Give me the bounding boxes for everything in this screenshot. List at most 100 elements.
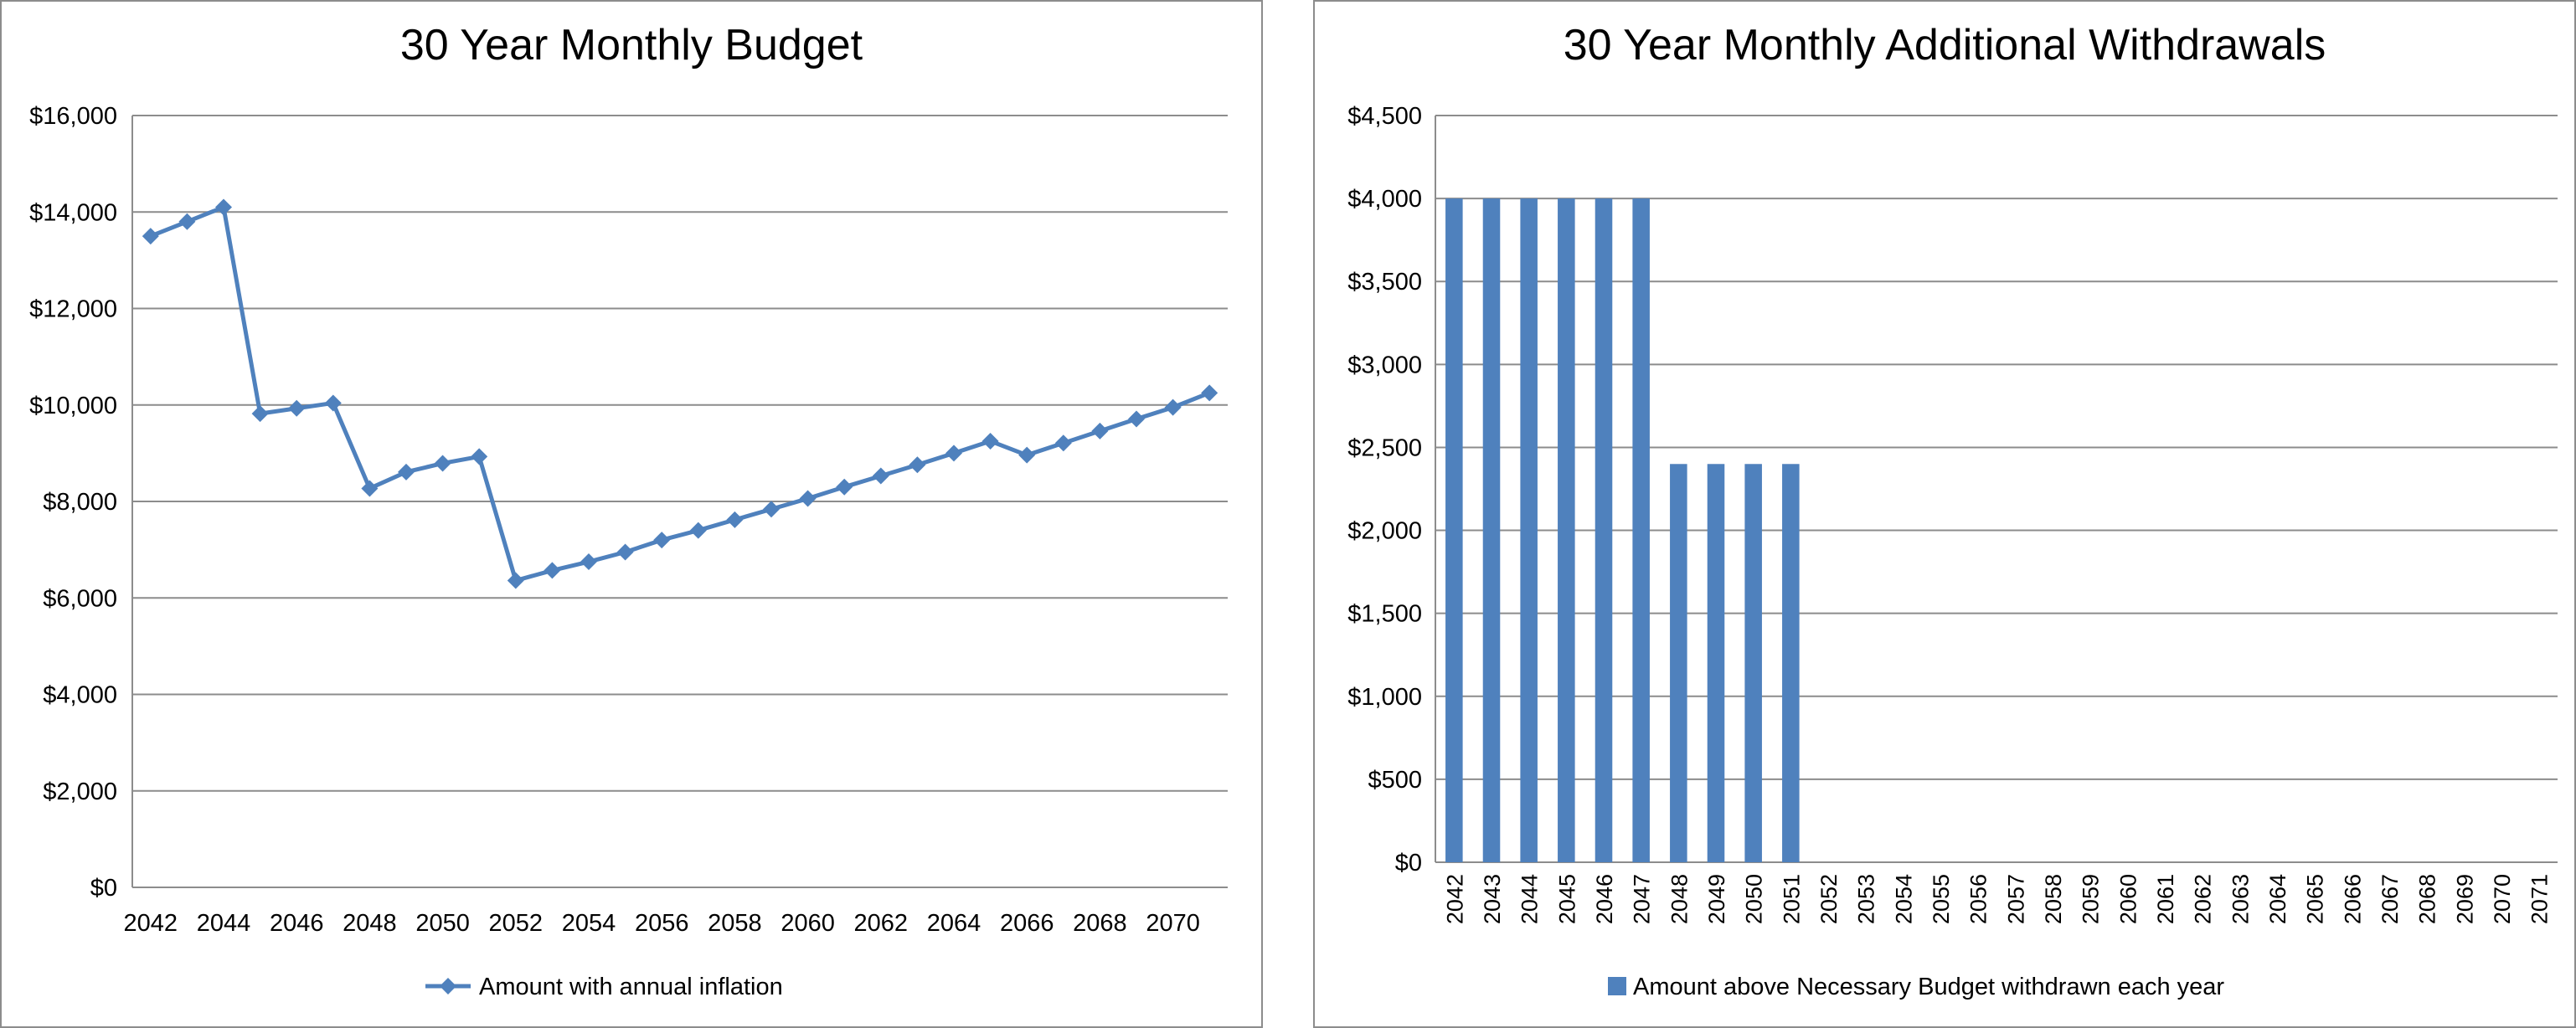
data-point bbox=[1054, 434, 1072, 452]
withdrawals-chart-panel: 30 Year Monthly Additional Withdrawals $… bbox=[1313, 0, 2576, 1028]
x-tick-label: 2047 bbox=[1630, 874, 1655, 924]
x-tick-label: 2042 bbox=[124, 910, 178, 937]
data-point bbox=[361, 480, 379, 497]
data-point bbox=[544, 562, 561, 579]
x-tick-label: 2068 bbox=[1073, 910, 1127, 937]
data-point bbox=[142, 228, 159, 245]
x-tick-label: 2044 bbox=[197, 910, 251, 937]
bar bbox=[1482, 198, 1501, 863]
data-point bbox=[945, 445, 962, 462]
bar bbox=[1558, 198, 1575, 863]
x-tick-label: 2068 bbox=[2415, 874, 2440, 924]
x-tick-label: 2060 bbox=[2115, 874, 2141, 924]
data-point bbox=[689, 522, 707, 539]
y-tick-label: $16,000 bbox=[29, 103, 117, 130]
bar bbox=[1707, 464, 1725, 862]
x-tick-label: 2052 bbox=[1816, 874, 1842, 924]
x-tick-label: 2049 bbox=[1704, 874, 1729, 924]
data-point bbox=[398, 463, 415, 481]
x-tick-label: 2058 bbox=[2041, 874, 2066, 924]
data-point bbox=[653, 532, 671, 549]
data-point bbox=[434, 455, 451, 472]
x-tick-label: 2070 bbox=[2490, 874, 2515, 924]
x-tick-label: 2048 bbox=[1667, 874, 1692, 924]
x-tick-label: 2042 bbox=[1442, 874, 1467, 924]
data-point bbox=[726, 511, 744, 528]
y-tick-label: $12,000 bbox=[29, 296, 117, 323]
x-tick-label: 2051 bbox=[1779, 874, 1804, 924]
data-point bbox=[580, 553, 597, 571]
x-tick-label: 2062 bbox=[854, 910, 909, 937]
bar bbox=[1520, 198, 1538, 863]
y-tick-label: $1,500 bbox=[1347, 601, 1422, 628]
y-tick-label: $500 bbox=[1368, 767, 1422, 794]
data-point bbox=[1128, 410, 1145, 428]
x-tick-label: 2046 bbox=[270, 910, 324, 937]
x-tick-label: 2046 bbox=[1592, 874, 1617, 924]
data-point bbox=[1091, 422, 1109, 439]
x-tick-label: 2043 bbox=[1480, 874, 1505, 924]
y-tick-label: $3,000 bbox=[1347, 352, 1422, 378]
budget-line-chart: $0 $2,000 $4,000 $6,000 $8,000 $10,000 $12,000… bbox=[29, 103, 1228, 1000]
data-point bbox=[981, 432, 999, 450]
bar bbox=[1782, 464, 1800, 862]
bar bbox=[1744, 464, 1762, 862]
x-tick-label: 2069 bbox=[2452, 874, 2477, 924]
x-tick-label: 2048 bbox=[343, 910, 397, 937]
withdrawals-bar-chart: $0 $500 $1,000 $1,500 $2,000 $2,500 $3,000 $3,5… bbox=[1347, 103, 2558, 1000]
y-tick-label: $6,000 bbox=[43, 585, 117, 612]
x-tick-label: 2062 bbox=[2191, 874, 2216, 924]
data-point bbox=[251, 405, 269, 423]
data-point bbox=[836, 478, 853, 496]
x-tick-label: 2064 bbox=[927, 910, 981, 937]
x-tick-label: 2058 bbox=[708, 910, 762, 937]
withdrawals-chart-title: 30 Year Monthly Additional Withdrawals bbox=[1563, 21, 2326, 69]
x-tick-label: 2045 bbox=[1554, 874, 1579, 924]
x-tick-label: 2060 bbox=[781, 910, 835, 937]
x-tick-label: 2056 bbox=[635, 910, 689, 937]
y-tick-label: $4,000 bbox=[43, 682, 117, 709]
x-tick-label: 2053 bbox=[1854, 874, 1879, 924]
data-point bbox=[507, 572, 524, 589]
x-tick-label: 2054 bbox=[1891, 874, 1916, 924]
y-tick-label: $2,500 bbox=[1347, 434, 1422, 461]
y-tick-label: $0 bbox=[1395, 850, 1422, 876]
x-tick-label: 2065 bbox=[2303, 874, 2328, 924]
data-point bbox=[909, 456, 926, 474]
bar bbox=[1595, 198, 1613, 863]
x-tick-label: 2070 bbox=[1146, 910, 1200, 937]
x-tick-label: 2066 bbox=[2340, 874, 2365, 924]
data-point bbox=[288, 399, 306, 417]
y-tick-label: $0 bbox=[90, 875, 117, 902]
x-tick-label: 2050 bbox=[415, 910, 470, 937]
y-tick-label: $2,000 bbox=[43, 779, 117, 805]
series-line bbox=[149, 204, 1211, 583]
legend-swatch bbox=[1608, 977, 1626, 995]
budget-chart-title: 30 Year Monthly Budget bbox=[399, 21, 863, 69]
x-tick-label: 2056 bbox=[1966, 874, 1991, 924]
data-point bbox=[616, 543, 634, 561]
legend-label: Amount with annual inflation bbox=[479, 974, 783, 1000]
x-tick-label: 2055 bbox=[1929, 874, 1954, 924]
legend-label: Amount above Necessary Budget withdrawn … bbox=[1633, 974, 2224, 1000]
y-tick-label: $4,000 bbox=[1347, 186, 1422, 213]
x-tick-label: 2063 bbox=[2228, 874, 2253, 924]
y-tick-label: $8,000 bbox=[43, 489, 117, 516]
budget-chart-panel: 30 Year Monthly Budget $0 $2,000 $4,000 $6,… bbox=[0, 0, 1263, 1028]
data-point bbox=[1201, 384, 1218, 402]
legend-marker bbox=[440, 978, 456, 995]
y-tick-label: $4,500 bbox=[1347, 103, 1422, 130]
x-tick-label: 2064 bbox=[2265, 874, 2290, 924]
x-tick-label: 2061 bbox=[2153, 874, 2178, 924]
bar bbox=[1445, 198, 1463, 863]
data-point bbox=[178, 213, 196, 230]
x-tick-label: 2050 bbox=[1742, 874, 1767, 924]
bar bbox=[1632, 198, 1650, 863]
y-tick-label: $1,000 bbox=[1347, 684, 1422, 711]
y-tick-label: $3,500 bbox=[1347, 269, 1422, 296]
y-tick-label: $2,000 bbox=[1347, 518, 1422, 545]
data-point bbox=[1018, 446, 1036, 464]
x-tick-label: 2057 bbox=[2003, 874, 2028, 924]
data-point bbox=[763, 501, 780, 518]
data-point bbox=[1164, 398, 1182, 416]
